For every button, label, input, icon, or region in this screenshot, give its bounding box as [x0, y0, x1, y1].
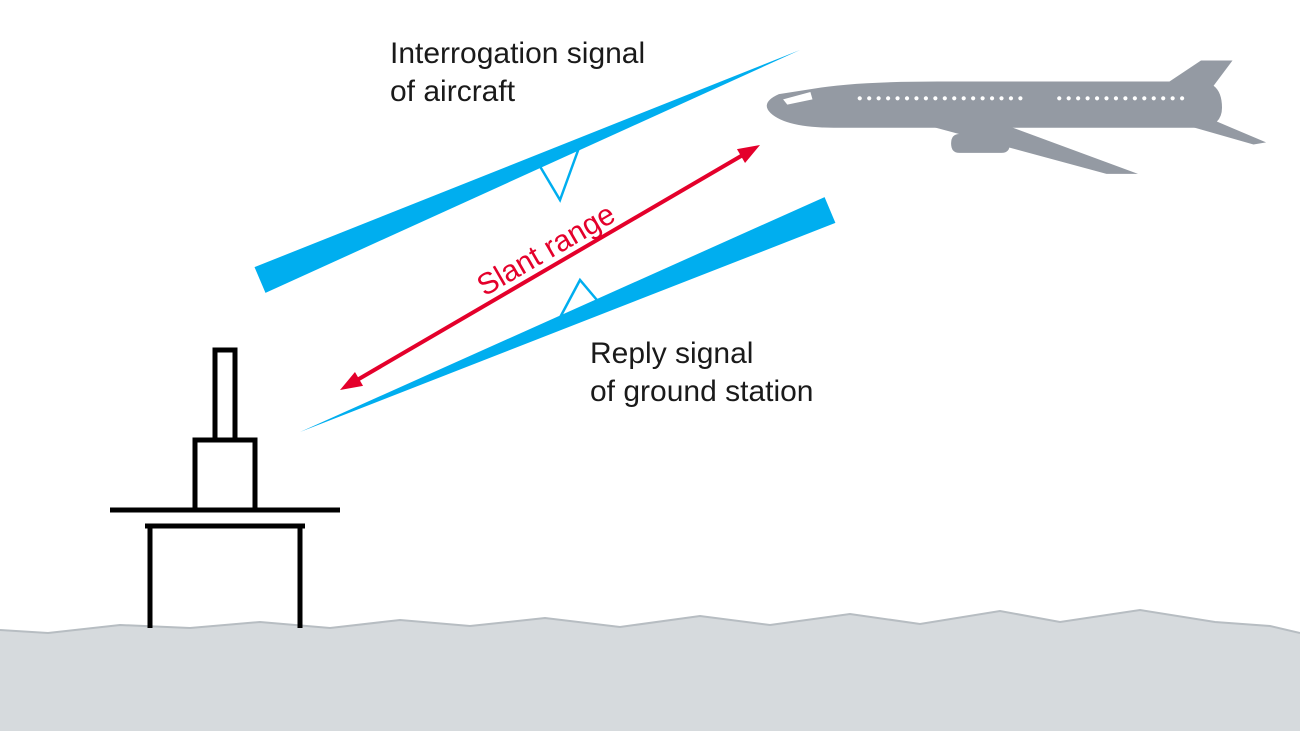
- aircraft-icon: [767, 61, 1266, 174]
- reply-line1: Reply signal: [590, 337, 753, 370]
- dme-diagram: Interrogation signal of aircraft Slant r…: [0, 0, 1300, 731]
- ground-station-icon: [110, 350, 340, 628]
- reply-line2: of ground station: [590, 375, 814, 408]
- reply-signal-label: Reply signal of ground station: [590, 335, 814, 410]
- interrogation-line1: Interrogation signal: [390, 37, 645, 70]
- interrogation-signal-label: Interrogation signal of aircraft: [390, 35, 645, 110]
- interrogation-line2: of aircraft: [390, 75, 515, 108]
